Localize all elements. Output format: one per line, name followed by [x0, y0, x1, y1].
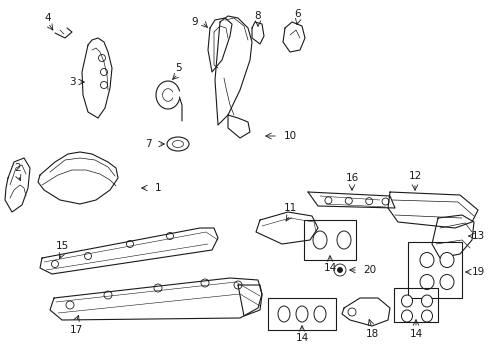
- Ellipse shape: [278, 306, 289, 322]
- Text: 14: 14: [323, 263, 336, 273]
- Polygon shape: [341, 298, 389, 326]
- Circle shape: [337, 267, 342, 273]
- Ellipse shape: [421, 295, 431, 307]
- Polygon shape: [207, 18, 231, 72]
- Ellipse shape: [439, 274, 453, 289]
- Polygon shape: [387, 192, 477, 228]
- Text: 14: 14: [408, 329, 422, 339]
- Text: 7: 7: [144, 139, 151, 149]
- Text: 2: 2: [15, 163, 21, 173]
- Polygon shape: [307, 192, 394, 208]
- Text: 14: 14: [295, 333, 308, 343]
- Ellipse shape: [401, 295, 412, 307]
- Polygon shape: [50, 278, 262, 320]
- Polygon shape: [5, 158, 30, 212]
- Bar: [407, 242, 461, 298]
- Polygon shape: [40, 228, 218, 274]
- Ellipse shape: [421, 310, 431, 322]
- Text: 18: 18: [365, 329, 378, 339]
- Bar: [393, 288, 437, 322]
- Text: 13: 13: [470, 231, 484, 241]
- Polygon shape: [215, 16, 251, 125]
- Polygon shape: [227, 115, 249, 138]
- Polygon shape: [431, 215, 473, 258]
- Polygon shape: [251, 22, 264, 44]
- Text: 12: 12: [407, 171, 421, 181]
- Ellipse shape: [295, 306, 307, 322]
- Text: 17: 17: [69, 325, 82, 335]
- Ellipse shape: [336, 231, 350, 249]
- Polygon shape: [256, 212, 317, 244]
- Text: 16: 16: [345, 173, 358, 183]
- Ellipse shape: [419, 274, 433, 289]
- Text: 5: 5: [174, 63, 181, 73]
- Text: 3: 3: [68, 77, 75, 87]
- Polygon shape: [238, 285, 262, 316]
- Bar: [304, 220, 355, 260]
- Text: 4: 4: [44, 13, 51, 23]
- Text: 11: 11: [283, 203, 296, 213]
- Text: 20: 20: [363, 265, 376, 275]
- Text: 9: 9: [191, 17, 198, 27]
- Text: 15: 15: [55, 241, 68, 251]
- Polygon shape: [38, 152, 118, 204]
- Text: 19: 19: [470, 267, 484, 277]
- Ellipse shape: [312, 231, 326, 249]
- Text: 10: 10: [283, 131, 296, 141]
- Text: 6: 6: [294, 9, 301, 19]
- Text: 8: 8: [254, 11, 261, 21]
- Polygon shape: [82, 38, 112, 118]
- Ellipse shape: [401, 310, 412, 322]
- Text: 1: 1: [154, 183, 161, 193]
- Ellipse shape: [439, 252, 453, 267]
- Ellipse shape: [313, 306, 325, 322]
- Polygon shape: [283, 22, 305, 52]
- Bar: [267, 298, 335, 330]
- Ellipse shape: [419, 252, 433, 267]
